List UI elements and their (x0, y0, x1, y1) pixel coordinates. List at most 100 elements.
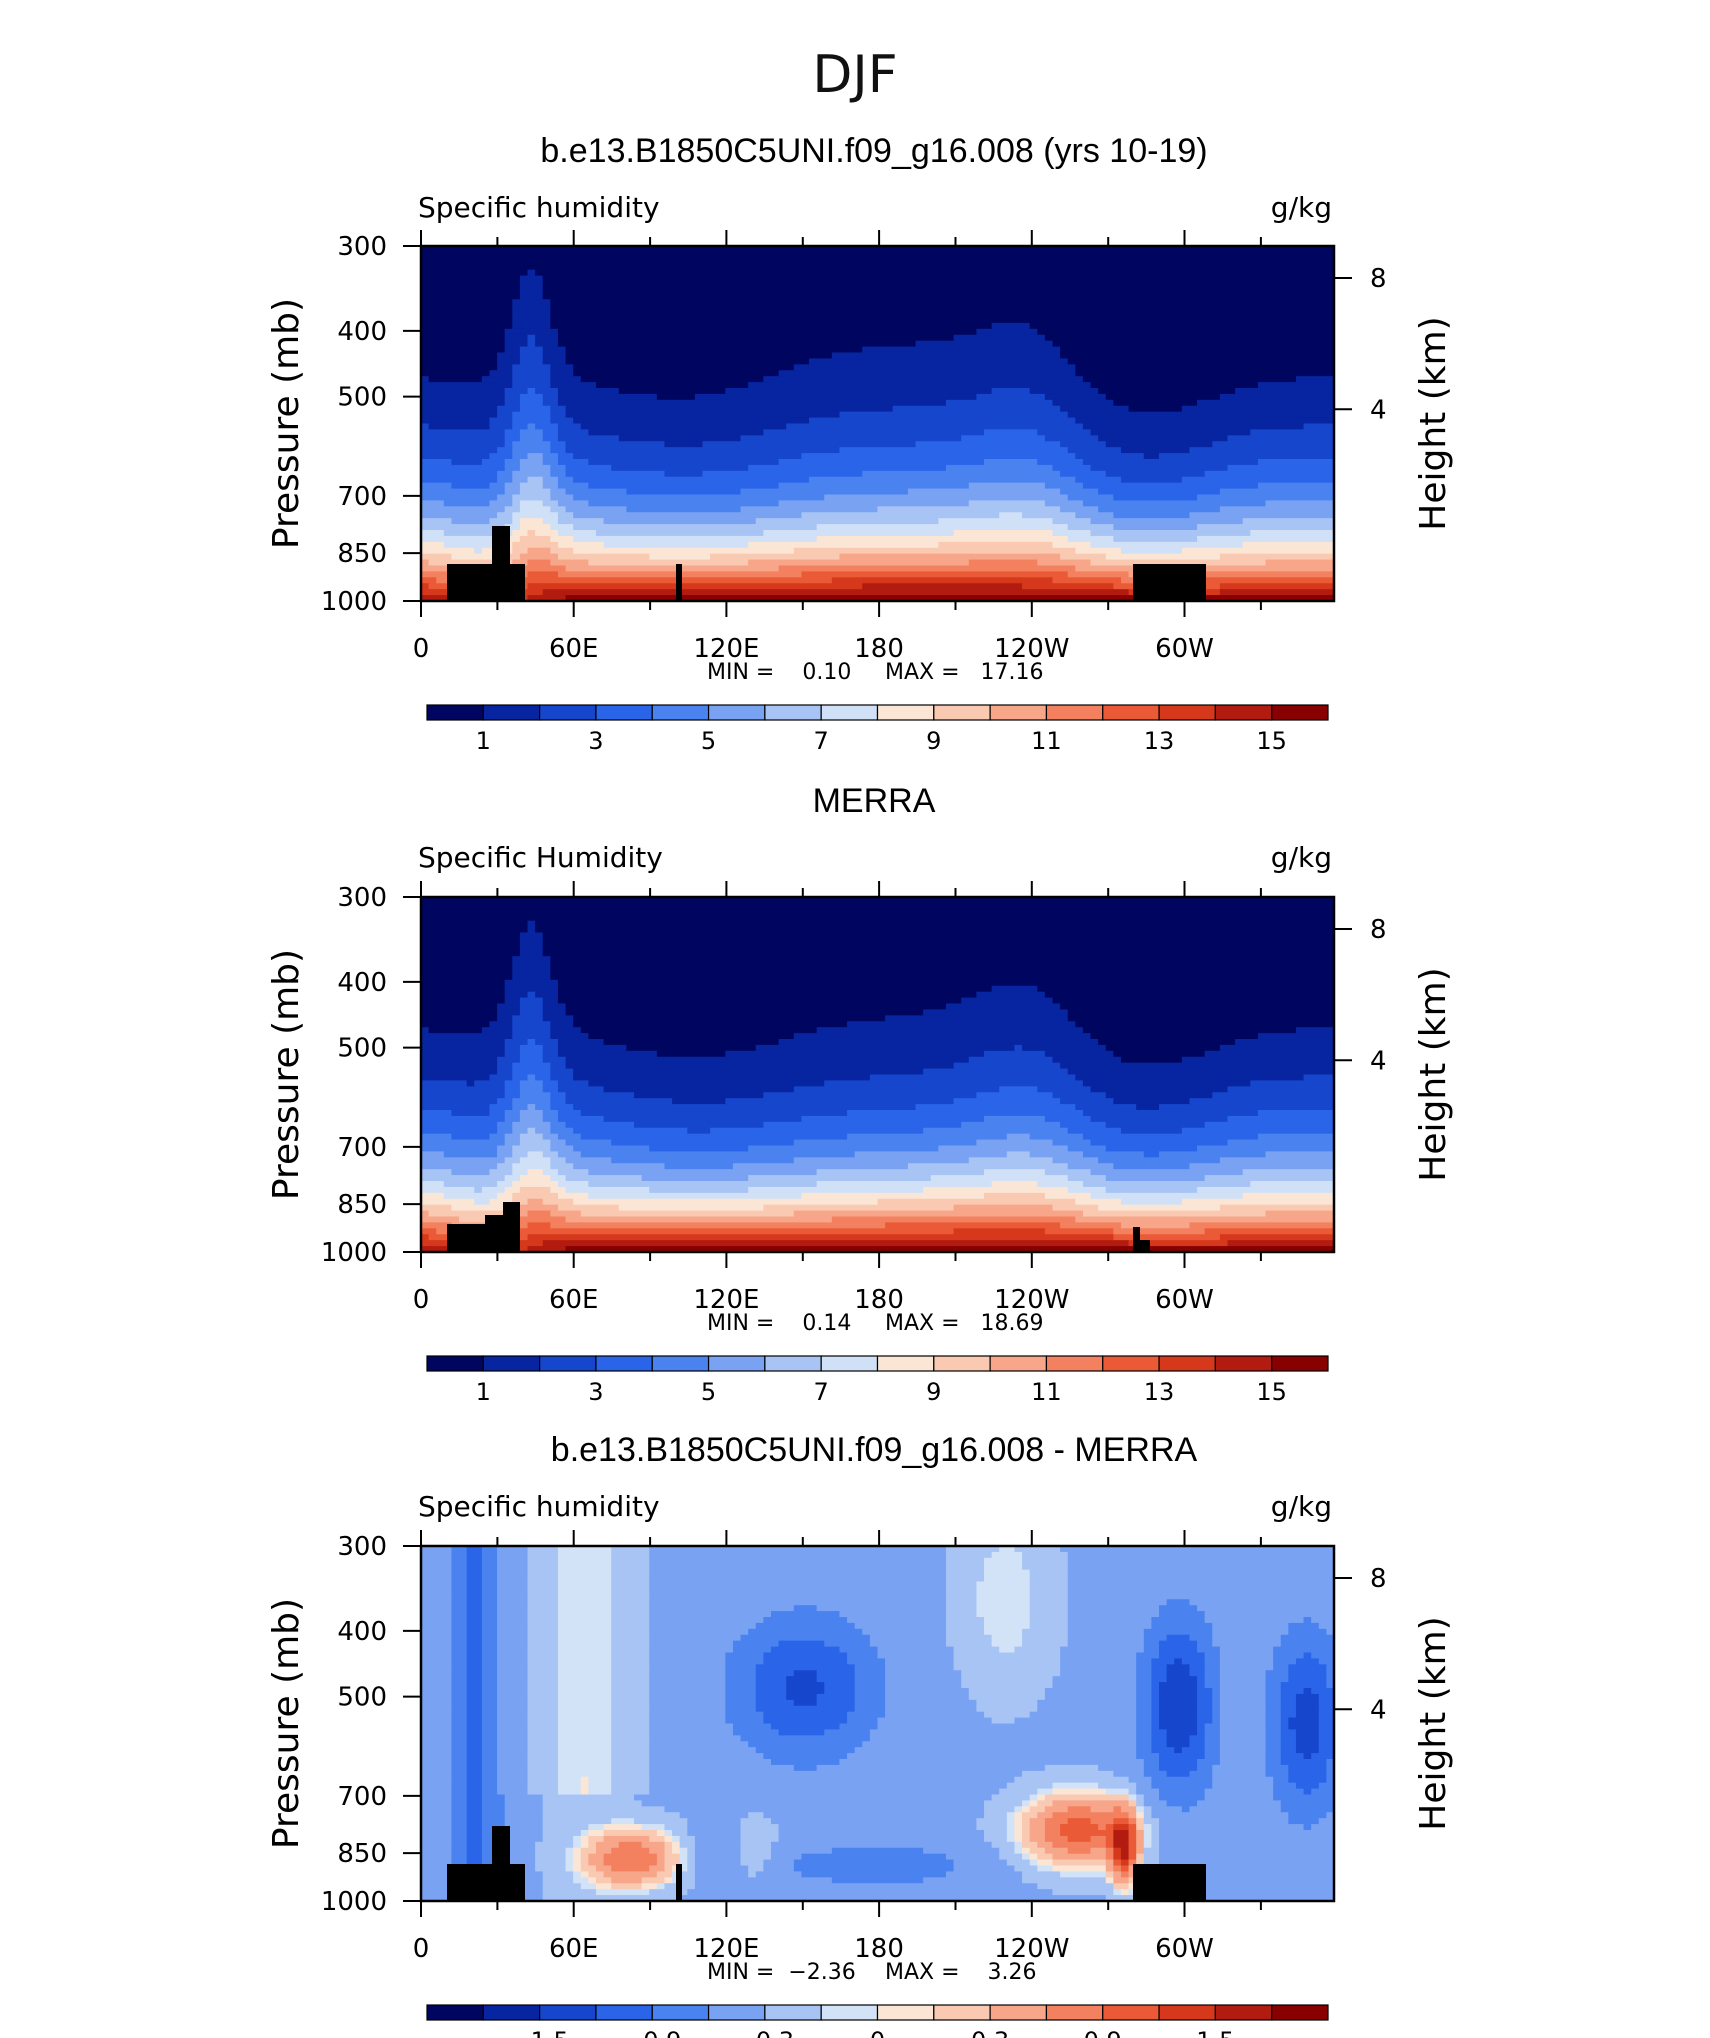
field-cell (519, 518, 544, 525)
field-cell (497, 1593, 529, 1600)
field-cell (512, 518, 521, 525)
field-cell (603, 1039, 780, 1046)
field-cell (1105, 1788, 1130, 1796)
field-cell (481, 1753, 498, 1760)
field-cell (565, 352, 833, 360)
field-cell (1159, 1818, 1289, 1825)
field-cell (854, 1693, 886, 1701)
field-cell (421, 1818, 453, 1825)
field-cell (421, 512, 498, 519)
field-cell (421, 1033, 513, 1040)
field-cell (421, 1139, 506, 1147)
field-cell (1060, 1121, 1107, 1129)
field-cell (1159, 1711, 1198, 1719)
field-cell (961, 1670, 1061, 1677)
field-cell (1044, 1830, 1061, 1837)
field-cell (550, 470, 567, 478)
field-cell (1219, 1044, 1334, 1052)
field-cell (1060, 1546, 1334, 1553)
field-cell (512, 494, 551, 502)
field-cell (466, 1593, 483, 1600)
field-cell (519, 287, 544, 294)
field-cell (466, 1599, 483, 1606)
field-cell (550, 322, 993, 330)
field-cell (557, 500, 589, 507)
colorbar-swatch (1214, 2004, 1273, 2021)
field-cell (778, 1835, 985, 1843)
field-cell (550, 968, 1334, 975)
field-cell (504, 340, 529, 348)
field-cell (618, 388, 726, 395)
field-cell (1075, 417, 1334, 425)
field-cell (1326, 1764, 1334, 1772)
field-cell (421, 1670, 453, 1677)
field-cell (976, 1581, 1031, 1589)
field-cell (504, 334, 529, 342)
field-cell (573, 547, 795, 555)
field-cell (527, 1640, 559, 1648)
field-cell (1204, 577, 1334, 584)
field-cell (1318, 1711, 1334, 1719)
y-tick-label: 700 (337, 1133, 387, 1163)
y-axis-label: Pressure (mb) (266, 298, 307, 549)
field-cell (1143, 1770, 1168, 1778)
field-cell (421, 1853, 453, 1861)
field-cell (664, 1824, 688, 1831)
field-cell (527, 1151, 544, 1158)
field-cell (1067, 535, 1114, 543)
field-cell (793, 1699, 818, 1707)
field-cell (1029, 1593, 1069, 1600)
field-cell (1166, 1670, 1191, 1677)
field-cell (466, 1753, 483, 1760)
field-cell (527, 1599, 559, 1606)
field-cell (778, 1640, 825, 1648)
field-cell (656, 1050, 726, 1058)
field-cell (869, 1735, 1137, 1742)
field-cell (1067, 524, 1114, 531)
field-cell (1303, 1617, 1312, 1624)
field-cell (1098, 1764, 1145, 1772)
field-cell (1014, 1865, 1038, 1873)
field-cell (778, 1830, 985, 1837)
field-cell (854, 1622, 947, 1630)
field-cell (535, 334, 559, 342)
field-cell (1052, 997, 1334, 1005)
field-cell (1311, 1652, 1334, 1660)
y-axis-right-label: Height (km) (1413, 967, 1454, 1181)
field-cell (421, 1693, 453, 1701)
field-cell (489, 482, 506, 490)
field-cell (1060, 1062, 1334, 1070)
field-cell (1288, 1723, 1320, 1731)
field-cell (816, 1670, 856, 1677)
field-cell (816, 524, 1069, 531)
field-cell (1219, 1676, 1267, 1683)
field-cell (1060, 470, 1107, 478)
field-cell (1166, 1729, 1198, 1736)
field-cell (497, 1782, 529, 1790)
field-cell (1212, 1092, 1334, 1099)
terrain-block (1133, 564, 1206, 601)
field-cell (748, 1741, 863, 1748)
field-cell (504, 459, 521, 466)
field-cell (801, 571, 1069, 578)
field-cell (497, 1753, 529, 1760)
field-cell (649, 1729, 734, 1736)
field-cell (421, 1646, 453, 1654)
field-cell (1136, 1806, 1145, 1813)
field-cell (831, 352, 1061, 360)
field-cell (1212, 1711, 1221, 1719)
field-cell (1159, 1753, 1206, 1760)
field-cell (1219, 1705, 1267, 1713)
field-cell (1022, 1830, 1031, 1837)
field-cell (1159, 1640, 1198, 1648)
field-cell (550, 441, 567, 448)
field-cell (557, 541, 605, 549)
field-cell (421, 1806, 453, 1813)
field-cell (421, 1246, 460, 1252)
field-cell (421, 956, 513, 963)
field-cell (565, 565, 780, 573)
field-cell (466, 1640, 483, 1648)
field-cell (664, 1830, 673, 1837)
field-cell (1113, 1818, 1130, 1825)
field-cell (1120, 1871, 1130, 1878)
